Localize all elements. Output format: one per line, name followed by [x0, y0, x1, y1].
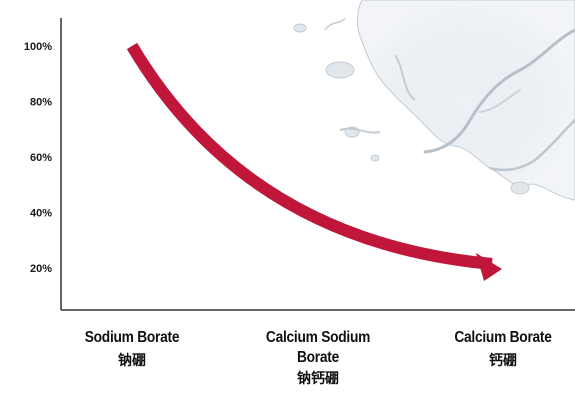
series-group [126, 42, 502, 281]
series-line [126, 42, 493, 270]
category-name-en: Calcium Borate [454, 329, 552, 346]
category-name-en: Calcium Sodium Borate [265, 329, 371, 366]
y-tick-labels: 100% 80% 60% 40% 20% [24, 41, 52, 275]
x-category-label: Calcium Sodium Borate 钠钙硼 [228, 328, 408, 388]
y-tick-label: 80% [30, 97, 52, 109]
y-tick-label: 20% [30, 263, 52, 275]
y-tick-label: 60% [30, 152, 52, 164]
category-name-cn: 钙硼 [489, 352, 517, 368]
y-tick-label: 40% [30, 208, 52, 220]
category-name-cn: 钠硼 [118, 352, 146, 368]
water-splash-decoration [293, 0, 575, 201]
y-tick-label: 100% [24, 41, 52, 53]
category-name-en: Sodium Borate [84, 329, 180, 346]
category-name-cn: 钠钙硼 [297, 370, 339, 386]
x-category-label: Calcium Borate 钙硼 [418, 328, 575, 370]
series-arrowhead [476, 253, 502, 281]
x-category-label: Sodium Borate 钠硼 [47, 328, 217, 370]
